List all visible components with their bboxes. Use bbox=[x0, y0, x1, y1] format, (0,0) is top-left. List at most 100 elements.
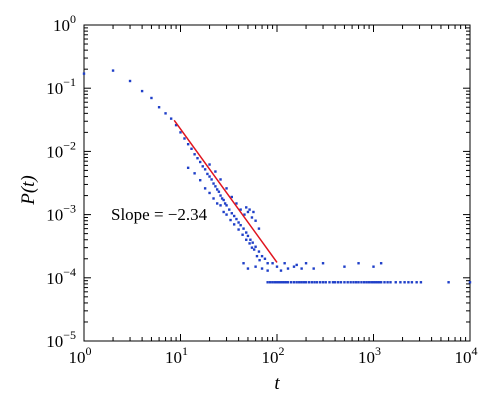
data-point bbox=[389, 281, 392, 284]
fit-line bbox=[173, 119, 278, 263]
data-point bbox=[260, 254, 264, 258]
data-point bbox=[214, 185, 217, 188]
data-point bbox=[372, 281, 375, 284]
data-point bbox=[217, 190, 221, 193]
data-point bbox=[157, 106, 161, 109]
data-point bbox=[201, 165, 204, 168]
data-point bbox=[300, 281, 303, 284]
x-tick-label: 102 bbox=[262, 344, 285, 367]
data-point bbox=[235, 217, 238, 221]
data-point bbox=[307, 281, 311, 284]
data-point bbox=[410, 281, 414, 284]
data-point bbox=[266, 281, 269, 284]
data-point bbox=[275, 265, 279, 268]
data-point bbox=[230, 195, 233, 199]
data-point bbox=[242, 227, 245, 230]
data-point bbox=[214, 170, 217, 173]
data-point bbox=[225, 187, 228, 190]
data-point bbox=[206, 172, 209, 176]
data-point bbox=[254, 219, 257, 222]
data-point bbox=[374, 281, 377, 284]
data-point bbox=[379, 281, 383, 284]
data-point bbox=[257, 227, 261, 230]
data-point bbox=[360, 281, 363, 284]
slope-annotation: Slope = −2.34 bbox=[111, 205, 208, 224]
data-point bbox=[245, 238, 248, 241]
data-point bbox=[237, 228, 240, 231]
y-tick-label: 10−4 bbox=[46, 265, 76, 288]
y-tick-label: 10−1 bbox=[46, 75, 76, 98]
x-tick-label: 101 bbox=[165, 344, 188, 367]
data-point bbox=[286, 281, 290, 284]
data-point bbox=[223, 202, 227, 205]
x-tick-label: 100 bbox=[69, 344, 92, 367]
data-point bbox=[302, 281, 306, 284]
x-axis-tick-labels: 100 101 102 103 104 bbox=[69, 344, 478, 367]
data-point bbox=[346, 281, 349, 284]
data-point bbox=[228, 208, 231, 211]
data-point bbox=[251, 241, 254, 244]
data-points bbox=[82, 69, 472, 284]
data-point bbox=[186, 143, 190, 146]
data-point bbox=[419, 281, 423, 284]
data-point bbox=[179, 131, 182, 134]
data-point bbox=[304, 262, 308, 265]
data-point bbox=[208, 175, 211, 178]
data-point bbox=[255, 254, 259, 258]
data-point bbox=[292, 281, 296, 284]
data-point bbox=[199, 179, 202, 182]
data-point bbox=[271, 281, 274, 284]
data-point bbox=[333, 281, 337, 284]
y-tick-label: 100 bbox=[53, 12, 76, 35]
plot-frame bbox=[83, 24, 471, 342]
data-point bbox=[246, 234, 250, 238]
data-point bbox=[203, 168, 207, 171]
y-tick-label: 10−2 bbox=[46, 138, 76, 161]
data-point bbox=[241, 233, 244, 236]
data-point bbox=[252, 210, 255, 214]
data-point bbox=[283, 262, 286, 265]
data-point bbox=[246, 267, 250, 270]
data-point bbox=[186, 166, 190, 170]
data-point bbox=[219, 204, 222, 207]
data-point bbox=[339, 281, 343, 284]
data-point bbox=[219, 194, 222, 197]
data-point bbox=[245, 231, 248, 234]
data-point bbox=[229, 218, 232, 222]
data-point bbox=[279, 269, 283, 272]
y-axis-label: P(t) bbox=[18, 175, 39, 206]
data-point bbox=[313, 281, 316, 284]
data-point bbox=[212, 182, 215, 185]
data-point bbox=[140, 89, 144, 93]
data-point bbox=[232, 214, 236, 218]
data-point bbox=[378, 281, 381, 284]
data-point bbox=[328, 281, 331, 284]
data-point bbox=[249, 238, 252, 241]
data-point bbox=[266, 269, 269, 272]
data-point bbox=[230, 212, 233, 215]
data-point bbox=[250, 216, 254, 219]
data-point bbox=[225, 204, 228, 207]
data-point bbox=[298, 281, 301, 284]
x-axis-label: t bbox=[274, 373, 280, 394]
data-point bbox=[220, 197, 224, 200]
data-point bbox=[324, 281, 327, 284]
data-point bbox=[239, 223, 242, 227]
y-tick-label: 10−3 bbox=[46, 202, 76, 225]
data-point bbox=[275, 281, 279, 284]
data-point bbox=[222, 210, 225, 214]
data-point bbox=[300, 267, 303, 270]
data-point bbox=[312, 267, 315, 270]
data-point bbox=[304, 281, 308, 284]
data-point bbox=[315, 281, 319, 284]
data-point bbox=[271, 262, 274, 265]
data-point bbox=[250, 246, 254, 249]
data-point bbox=[407, 281, 410, 284]
data-point bbox=[222, 198, 225, 202]
data-point bbox=[248, 208, 251, 211]
data-point bbox=[468, 281, 472, 284]
data-point bbox=[246, 210, 250, 214]
data-point bbox=[128, 79, 132, 83]
data-point bbox=[82, 72, 86, 75]
